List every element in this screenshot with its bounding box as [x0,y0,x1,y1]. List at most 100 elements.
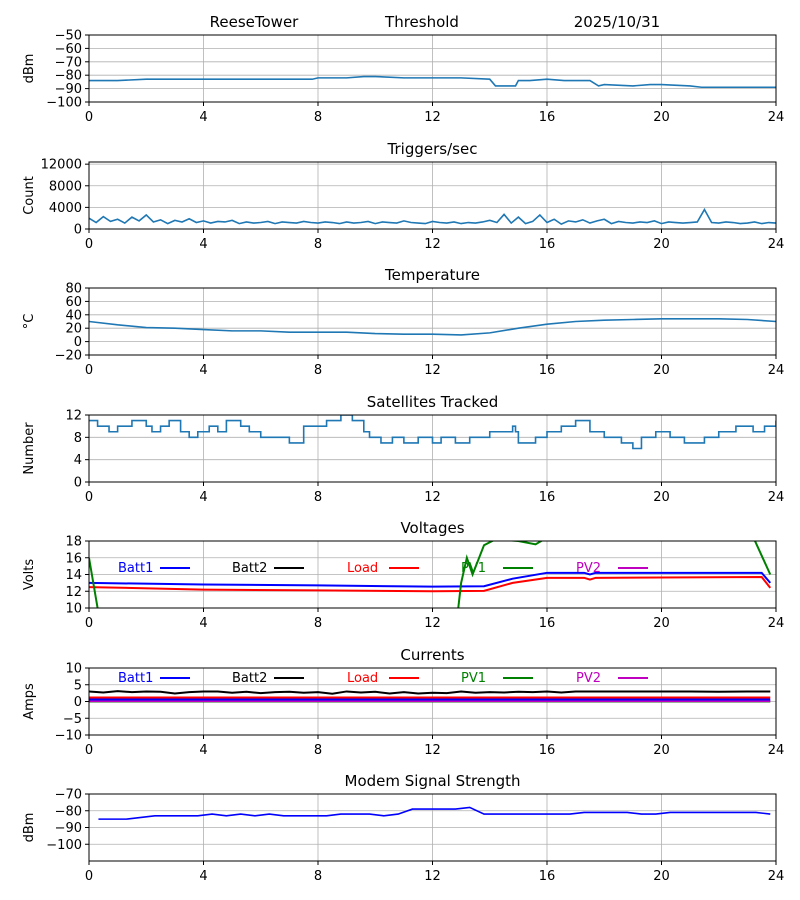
x-tick-label: 16 [539,743,556,758]
y-axis-label: Volts [22,559,37,591]
chart-title: Voltages [400,519,464,537]
y-tick-label: 4 [74,453,82,468]
x-tick-label: 16 [539,616,556,631]
x-tick-label: 24 [768,490,785,505]
y-tick-label: 0 [74,223,82,238]
series-line-batt1 [89,571,772,588]
y-tick-label: −70 [55,55,82,70]
x-tick-label: 8 [314,237,322,252]
x-tick-label: 0 [85,110,93,125]
y-tick-label: 8 [74,431,82,446]
y-tick-label: −90 [55,821,82,836]
x-tick-label: 20 [653,237,670,252]
x-tick-label: 24 [768,237,785,252]
x-tick-label: 24 [768,616,785,631]
x-tick-label: 20 [653,363,670,378]
x-tick-label: 12 [424,490,441,505]
legend-label-batt1: Batt1 [118,561,153,576]
y-tick-label: 20 [65,322,82,337]
x-tick-label: 4 [199,237,207,252]
y-tick-label: 4000 [49,201,82,216]
legend-label-pv2: PV2 [576,561,601,576]
x-tick-label: 16 [539,237,556,252]
x-tick-label: 20 [653,490,670,505]
x-tick-label: 24 [768,869,785,884]
x-tick-label: 12 [424,869,441,884]
legend-label-pv1: PV1 [461,671,486,686]
x-tick-label: 12 [424,110,441,125]
y-tick-label: −50 [55,29,82,44]
y-tick-label: −70 [55,788,82,803]
x-tick-label: 24 [768,363,785,378]
x-tick-label: 16 [539,363,556,378]
x-tick-label: 12 [424,616,441,631]
series-line-temperature [89,318,776,336]
x-tick-label: 0 [85,237,93,252]
y-tick-label: 10 [65,602,82,617]
y-axis-label: Number [22,422,37,475]
x-tick-label: 20 [653,616,670,631]
y-tick-label: −100 [46,838,82,853]
y-tick-label: 0 [74,476,82,491]
x-tick-label: 24 [768,743,785,758]
x-tick-label: 12 [424,237,441,252]
y-tick-label: 12 [65,585,82,600]
chart-title: Currents [400,646,464,664]
x-tick-label: 0 [85,490,93,505]
x-tick-label: 20 [653,869,670,884]
series-line-triggers [89,207,776,226]
title-part-1: Threshold [384,13,459,31]
x-tick-label: 8 [314,616,322,631]
y-tick-label: 12 [65,409,82,424]
y-tick-label: 0 [74,695,82,710]
x-tick-label: 12 [424,363,441,378]
series-line-load [89,576,772,593]
x-tick-label: 4 [199,869,207,884]
panel-6: 0 4 8 12 16 20 24 −100 −90 −80−70 Modem Signal Str… [22,772,784,884]
legend-label-pv2: PV2 [576,671,601,686]
legend-label-pv1: PV1 [461,561,486,576]
y-tick-label: 8000 [49,179,82,194]
y-tick-label: −5 [63,712,82,727]
y-tick-label: 10 [65,662,82,677]
panel-3: 0 4 8 12 16 20 24 0 4 8 12 Satellites Tracked Number [22,393,784,505]
series-line-satellites [89,415,776,450]
y-axis-label: dBm [22,813,37,843]
y-tick-label: −20 [55,349,82,364]
y-axis-label: °C [22,314,37,330]
legend-label-batt2: Batt2 [232,671,267,686]
panel-0: 0 4 8 12 16 20 24 −100−90−80−70−60−50 ReeseTower… [22,13,784,125]
x-tick-label: 0 [85,616,93,631]
x-tick-label: 12 [424,743,441,758]
chart-title: Modem Signal Strength [345,772,521,790]
x-tick-label: 20 [653,110,670,125]
legend-label-load: Load [347,671,378,686]
legend-label-load: Load [347,561,378,576]
axes-frame [88,287,777,356]
panel-5: 0 4 8 12 16 20 24 −10 −5 0 510 Currents Amps Batt1 Bat… [22,646,784,758]
y-tick-label: 18 [65,535,82,550]
series-line-threshold [89,75,776,89]
x-tick-label: 4 [199,616,207,631]
axes-frame [88,540,777,609]
series-line-batt2 [89,690,771,695]
series-line-pv1 [89,541,772,608]
legend-label-batt2: Batt2 [232,561,267,576]
x-tick-label: 16 [539,490,556,505]
panel-1: 0 4 8 12 16 20 24 0 4000 8000 12000 Triggers/sec Cou… [22,140,784,252]
x-tick-label: 8 [314,490,322,505]
x-tick-label: 0 [85,743,93,758]
legend-label-batt1: Batt1 [118,671,153,686]
x-tick-label: 4 [199,490,207,505]
y-tick-label: −100 [46,96,82,111]
y-axis-label: Count [22,176,37,215]
y-axis-label: Amps [22,683,37,720]
chart-title: Satellites Tracked [367,393,498,411]
title-part-0: ReeseTower [210,13,300,31]
chart-title: Temperature [384,266,480,284]
axes-frame [88,414,777,483]
chart-title: Triggers/sec [387,140,478,158]
y-tick-label: 0 [74,335,82,350]
